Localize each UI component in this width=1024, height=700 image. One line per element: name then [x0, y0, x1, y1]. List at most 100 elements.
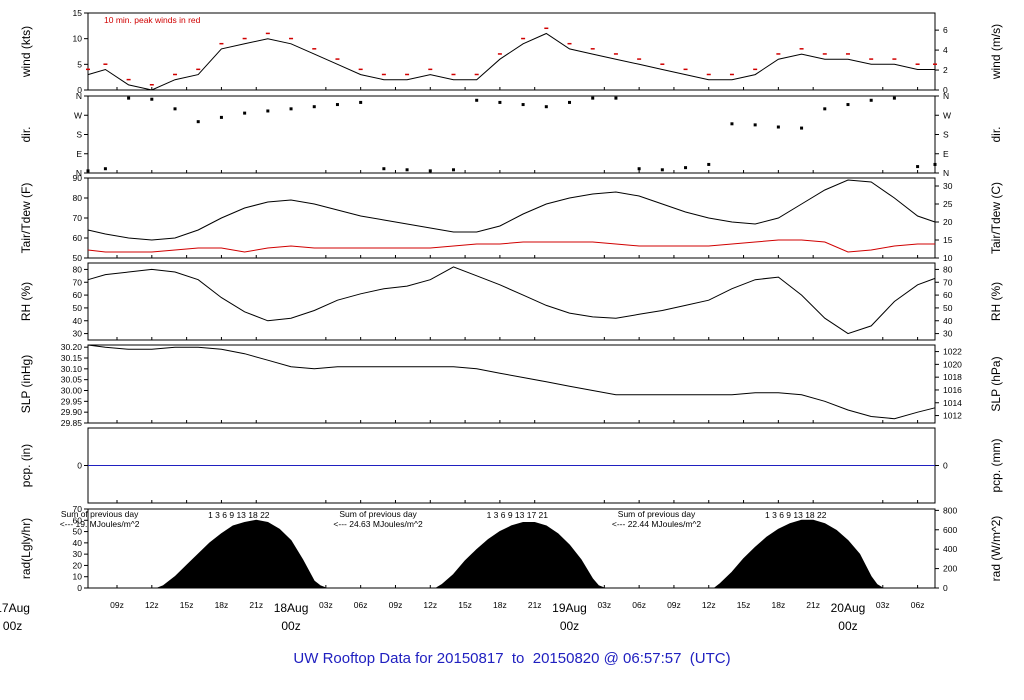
time-tick-label: 18z	[215, 600, 229, 610]
wind-peak-mark	[753, 68, 758, 71]
dir-point	[127, 96, 131, 100]
time-tick-label: 12z	[702, 600, 716, 610]
wind-peak-mark	[126, 78, 131, 81]
dir-ytick-right-label: N	[943, 168, 949, 178]
time-tick-label: 15z	[180, 600, 194, 610]
dir-ytick-right-label: S	[943, 130, 949, 140]
pcp-ylabel-right: pcp. (mm)	[989, 438, 1003, 492]
wind-peak-mark	[660, 63, 665, 65]
rh-ytick-right-label: 40	[943, 316, 953, 326]
slp-ytick-right-label: 1020	[943, 359, 962, 369]
temp-ytick-label: 70	[73, 213, 83, 223]
wind-ytick-right-label: 4	[943, 45, 948, 55]
rad-note-hours: 1 3 6 9 13 17 21	[487, 510, 549, 520]
wind-ytick-right-label: 6	[943, 25, 948, 35]
dir-point	[660, 168, 664, 172]
date-label: 19Aug	[552, 601, 587, 615]
rh-frame	[87, 262, 936, 341]
dir-point	[196, 120, 200, 124]
wind-ytick-right-label: 2	[943, 65, 948, 75]
wind-peak-mark	[892, 58, 897, 60]
rad-ytick-label: 70	[73, 504, 83, 514]
wind-peak-mark	[567, 42, 572, 45]
temp-ytick-right-label: 20	[943, 217, 953, 227]
wind-line-0	[87, 32, 935, 91]
pcp-ylabel: pcp. (in)	[19, 444, 33, 487]
temp-ytick-right-label: 10	[943, 253, 953, 263]
dir-ytick-label: E	[76, 149, 82, 159]
slp-ytick-label: 30.05	[61, 375, 83, 385]
wind-peak-mark	[915, 63, 920, 65]
slp-ylabel-right: SLP (hPa)	[989, 356, 1003, 411]
dir-point	[475, 98, 479, 102]
wind-peak-mark	[149, 84, 154, 86]
dir-point	[150, 97, 154, 101]
wind-peak-mark	[590, 48, 595, 50]
rad-ytick-right-label: 200	[943, 564, 957, 574]
slp-ytick-right-label: 1014	[943, 398, 962, 408]
wind-peak-mark	[799, 48, 804, 50]
temp-ytick-right-label: 30	[943, 181, 953, 191]
dir-point	[405, 168, 409, 172]
wind-ytick-label: 0	[77, 85, 82, 95]
dir-point	[568, 100, 572, 104]
dir-point	[869, 98, 873, 102]
chart-title: UW Rooftop Data for 20150817 to 20150820…	[0, 650, 1024, 667]
rad-note-hours: 1 3 6 9 13 18 22	[208, 510, 270, 520]
time-tick-label: 12z	[423, 600, 437, 610]
rh-ytick-right-label: 60	[943, 290, 953, 300]
wind-peak-mark	[706, 73, 711, 76]
wind-peak-mark	[497, 53, 502, 55]
wind-peak-mark	[289, 37, 294, 40]
dir-point	[637, 167, 641, 171]
rad-ytick-label: 30	[73, 549, 83, 559]
dir-ytick-label: S	[76, 130, 82, 140]
wind-peak-mark	[405, 73, 410, 76]
dir-point	[521, 103, 525, 107]
temp-line-1	[87, 239, 935, 253]
rad-note-hours: 1 3 6 9 13 18 22	[765, 510, 827, 520]
dir-point	[892, 96, 896, 100]
dir-point	[823, 107, 827, 111]
dir-frame	[87, 95, 936, 174]
temp-ylabel-right: Tair/Tdew (C)	[989, 182, 1003, 254]
rh-ytick-label: 60	[73, 290, 83, 300]
dir-point	[451, 168, 455, 172]
time-tick-label: 03z	[319, 600, 333, 610]
rh-ytick-right-label: 70	[943, 277, 953, 287]
dir-point	[730, 122, 734, 126]
slp-ytick-label: 30.00	[61, 386, 83, 396]
slp-frame	[87, 344, 936, 424]
date-label-time: 00z	[838, 619, 857, 633]
slp-line-0	[87, 344, 936, 420]
chart-title-text: UW Rooftop Data for 20150817 to 20150820…	[293, 650, 731, 667]
dir-ytick-right-label: N	[943, 91, 949, 101]
slp-ytick-right-label: 1012	[943, 411, 962, 421]
dir-point	[103, 167, 107, 171]
dir-point	[707, 162, 711, 166]
rad-ytick-right-label: 600	[943, 525, 957, 535]
rad-note-line2: <--- 22.44 MJoules/m^2	[612, 519, 702, 529]
time-tick-label: 18z	[493, 600, 507, 610]
wind-peak-mark	[637, 58, 642, 60]
wind-peak-mark	[242, 37, 247, 40]
rad-ytick-label: 0	[77, 583, 82, 593]
dir-point	[591, 96, 595, 100]
wind-peak-mark	[428, 68, 433, 71]
rad-ytick-right-label: 400	[943, 544, 957, 554]
dir-ytick-right-label: E	[943, 149, 949, 159]
rh-line-0	[87, 266, 936, 335]
rh-ylabel: RH (%)	[19, 282, 33, 321]
slp-ytick-label: 29.95	[61, 396, 83, 406]
slp-ytick-right-label: 1022	[943, 347, 962, 357]
dir-point	[684, 166, 688, 170]
rh-ytick-right-label: 50	[943, 303, 953, 313]
date-label: 18Aug	[274, 601, 309, 615]
dir-point	[289, 107, 293, 111]
dir-point	[800, 126, 804, 130]
rh-ytick-label: 80	[73, 264, 83, 274]
dir-ytick-label: N	[76, 91, 82, 101]
dir-ylabel: dir.	[19, 126, 33, 142]
dir-point	[382, 167, 386, 171]
time-tick-label: 09z	[389, 600, 403, 610]
